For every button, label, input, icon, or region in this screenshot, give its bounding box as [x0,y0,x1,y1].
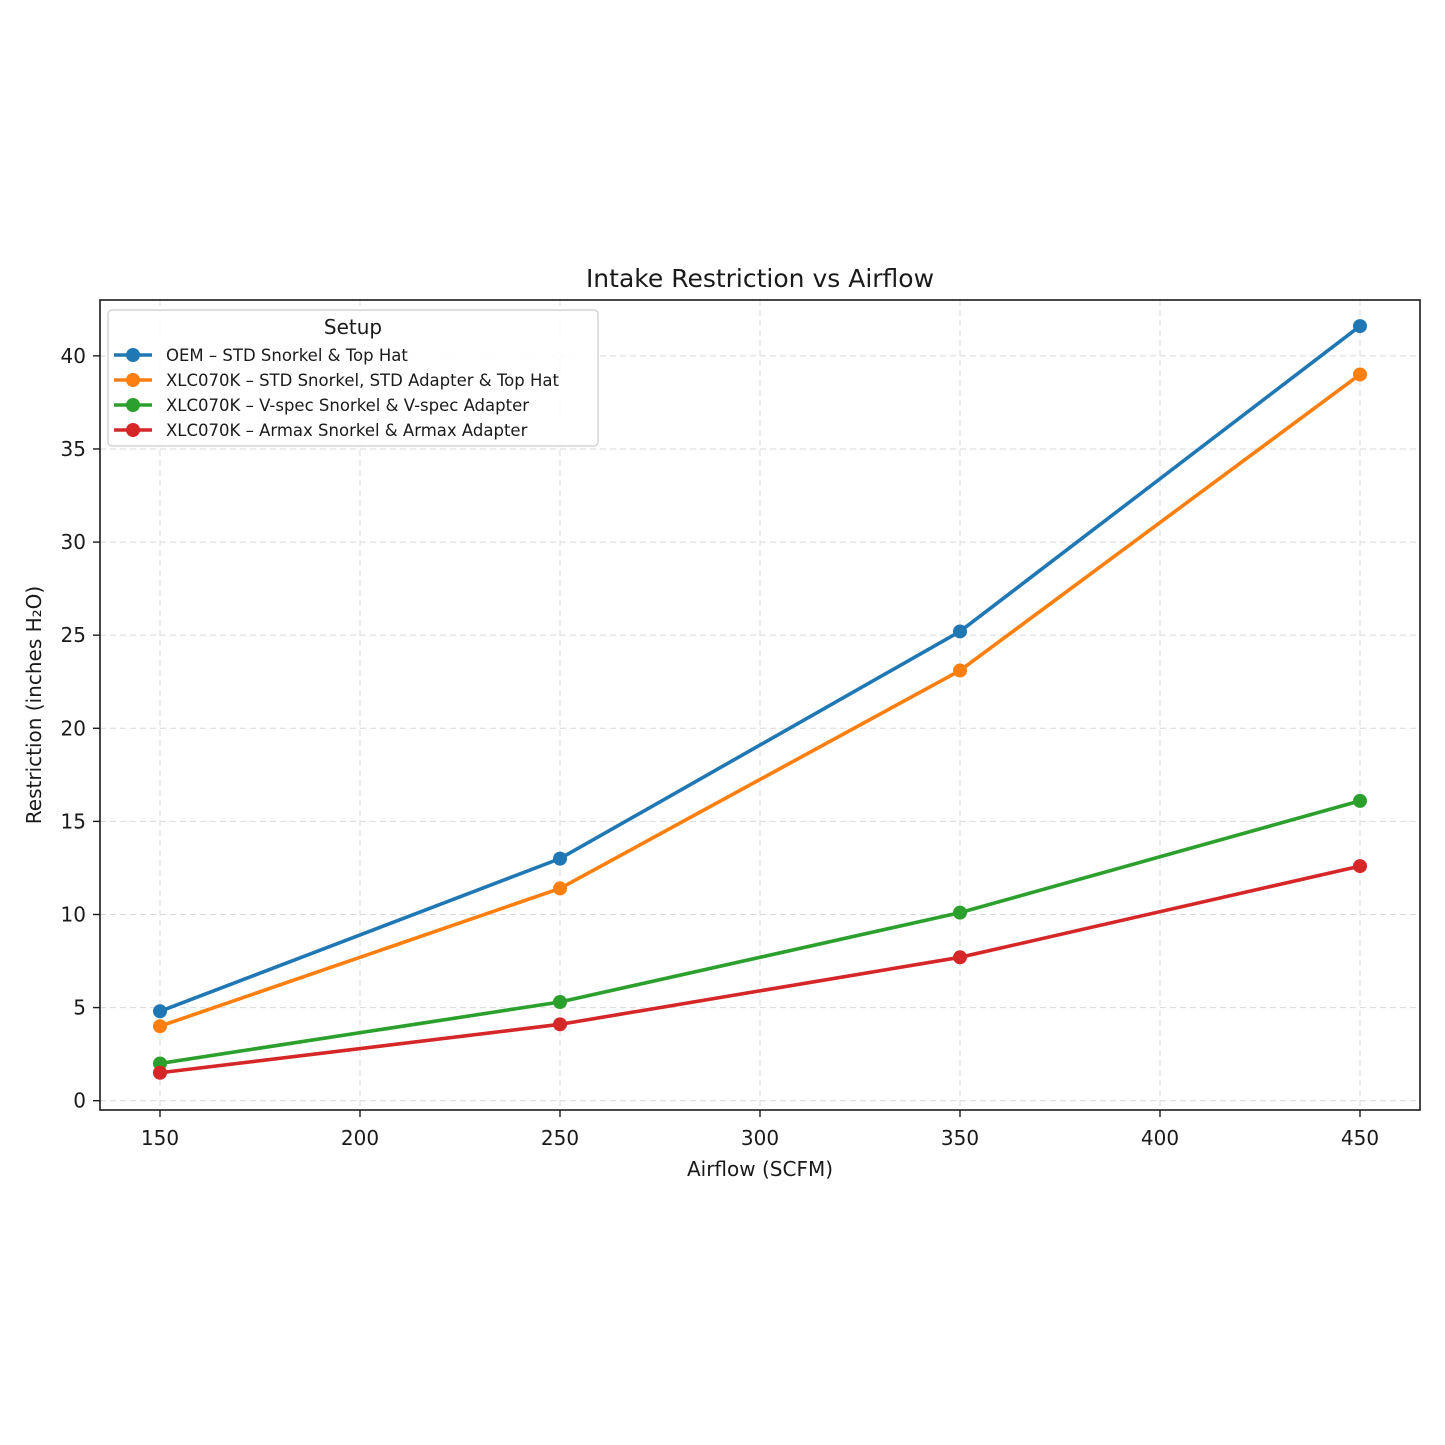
x-tick-label: 300 [741,1126,779,1150]
legend-label: XLC070K – V-spec Snorkel & V-spec Adapte… [166,396,529,415]
grid [100,300,1420,1110]
x-tick-label: 200 [341,1126,379,1150]
data-point [553,1017,567,1032]
series-line [158,324,1362,1014]
legend-marker [126,398,140,412]
legend-box [107,309,599,447]
data-point [953,663,967,678]
data-point [553,995,567,1009]
x-axis: 150 200 250 300 350 400 450 [141,1110,1379,1150]
legend-marker [126,348,140,362]
y-tick-label: 20 [61,716,86,740]
series-line [158,864,1362,1075]
legend-item: XLC070K – V-spec Snorkel & V-spec Adapte… [114,396,529,415]
data-point [1353,859,1367,874]
y-tick-label: 35 [61,437,86,461]
legend-label: XLC070K – STD Snorkel, STD Adapter & Top… [166,371,560,390]
series-line [158,799,1362,1066]
x-tick-label: 350 [941,1126,979,1150]
series-line [158,372,1362,1029]
data-point [953,905,967,920]
y-tick-label: 10 [61,902,86,926]
legend-label: XLC070K – Armax Snorkel & Armax Adapter [166,421,528,440]
series-4 [153,859,1367,1080]
y-tick-label: 30 [61,530,86,554]
data-point [153,1004,167,1019]
legend-item: XLC070K – STD Snorkel, STD Adapter & Top… [114,371,560,390]
legend: Setup OEM – STD Snorkel & Top Hat XLC070K… [107,309,599,447]
data-point [153,1065,167,1080]
data-point [1353,319,1367,334]
legend-marker [126,423,140,437]
x-tick-label: 250 [541,1126,579,1150]
y-axis: 0 5 10 15 20 25 30 35 40 [61,344,100,1113]
data-point [953,624,967,639]
data-point [1353,367,1367,382]
y-tick-label: 0 [73,1089,86,1113]
data-point [553,851,567,866]
legend-marker [126,373,140,387]
legend-item: OEM – STD Snorkel & Top Hat [114,346,408,365]
series-layer [153,319,1367,1080]
series-2 [153,367,1367,1034]
x-tick-label: 450 [1341,1126,1379,1150]
y-tick-label: 40 [61,344,86,368]
x-tick-label: 150 [141,1126,179,1150]
chart-title: Intake Restriction vs Airflow [586,264,934,293]
series-1 [153,319,1367,1019]
y-tick-label: 5 [73,996,86,1020]
data-point [1353,793,1367,808]
data-point [153,1019,167,1034]
x-axis-label: Airflow (SCFM) [687,1157,833,1181]
data-point [553,881,567,896]
y-tick-label: 25 [61,623,86,647]
legend-items: OEM – STD Snorkel & Top Hat XLC070K – STD… [114,346,560,440]
legend-item: XLC070K – Armax Snorkel & Armax Adapter [114,421,528,440]
legend-title: Setup [324,315,382,339]
y-axis-label: Restriction (inches H₂O) [22,586,46,824]
y-tick-label: 15 [61,809,86,833]
data-point [953,950,967,965]
x-tick-label: 400 [1141,1126,1179,1150]
legend-label: OEM – STD Snorkel & Top Hat [166,346,408,365]
